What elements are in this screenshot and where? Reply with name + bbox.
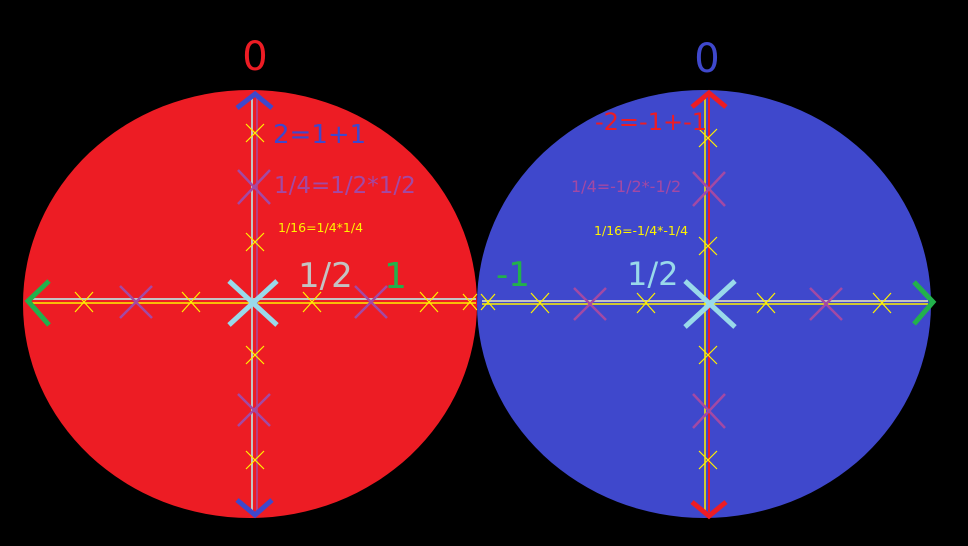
left-label-product-sixteenth: 1/16=1/4*1/4 — [278, 220, 363, 235]
left-diagram: 0 2=1+1 1/4=1/2*1/2 1/16=1/4*1/4 1/2 1 — [23, 34, 478, 519]
right-purple-marks — [573, 171, 843, 429]
left-arrowhead-bottom — [235, 498, 274, 519]
left-label-half: 1/2 — [298, 256, 353, 296]
right-label-sum: -2=-1+-1 — [595, 108, 707, 136]
left-label-product-quarter: 1/4=1/2*1/2 — [274, 173, 416, 199]
right-label-neg-one: -1 — [496, 255, 530, 295]
left-label-zero: 0 — [242, 34, 267, 80]
right-diagram: 0 -2=-1+-1 1/4=-1/2*-1/2 1/16=-1/4*-1/4 … — [477, 36, 937, 520]
left-label-sum: 2=1+1 — [273, 120, 366, 150]
right-label-product-quarter: 1/4=-1/2*-1/2 — [571, 177, 681, 196]
right-arrowhead-right — [912, 280, 937, 326]
right-origin-mark — [683, 279, 737, 329]
right-vertical-yellow-ticks — [698, 128, 718, 470]
right-arrowhead-top — [690, 89, 728, 109]
left-arrowhead-top — [235, 90, 274, 110]
left-horizontal-yellow-ticks — [74, 291, 478, 313]
left-purple-marks — [119, 169, 388, 427]
right-label-zero: 0 — [694, 36, 719, 82]
left-vertical-yellow-ticks — [245, 123, 265, 470]
left-origin-mark — [227, 279, 279, 327]
right-label-product-sixteenth: 1/16=-1/4*-1/4 — [594, 223, 688, 238]
left-arrowhead-left — [24, 279, 51, 327]
right-label-half: 1/2 — [627, 255, 679, 293]
left-label-one: 1 — [384, 256, 407, 297]
right-arrowhead-bottom — [690, 500, 728, 520]
right-horizontal-yellow-ticks — [480, 292, 892, 314]
